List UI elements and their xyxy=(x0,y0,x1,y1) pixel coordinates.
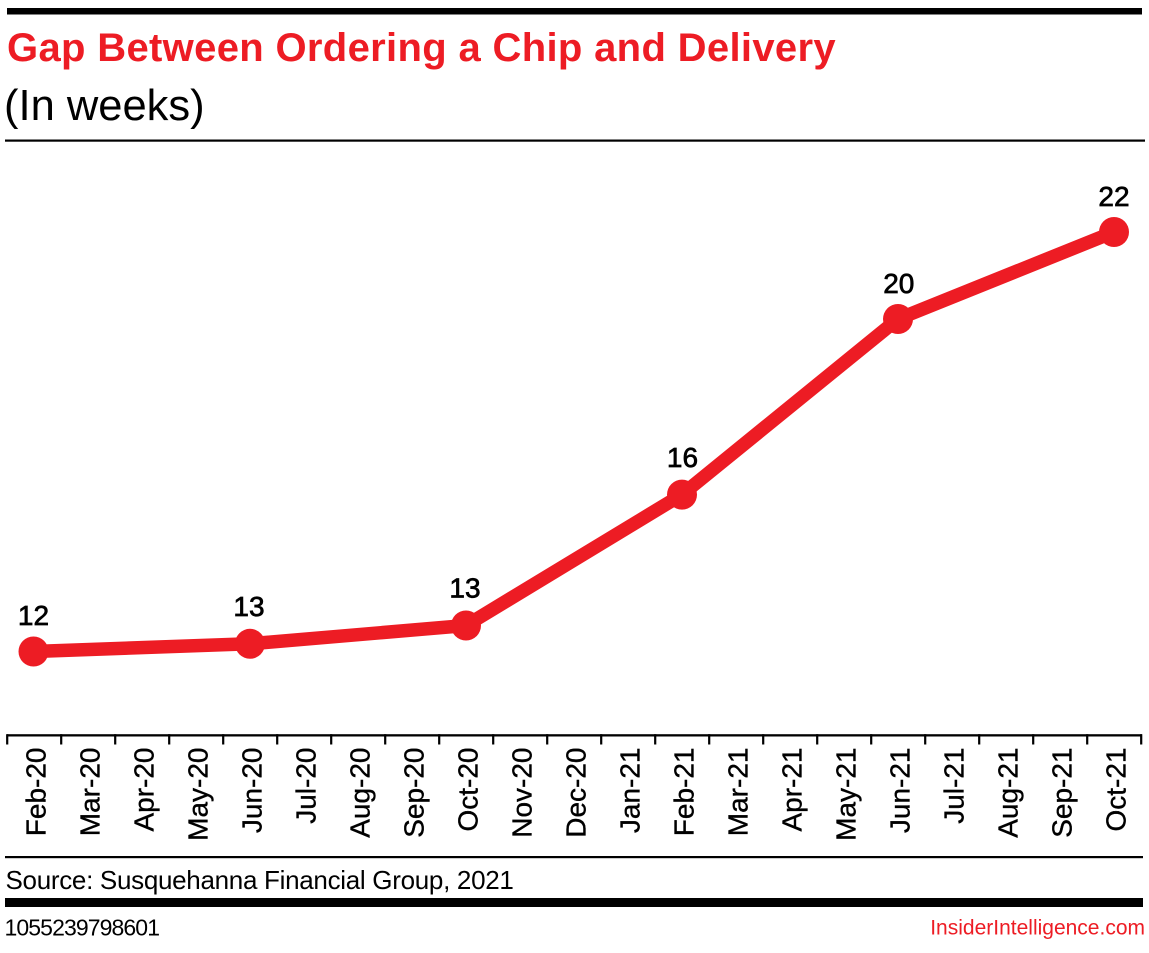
svg-text:Jan-21: Jan-21 xyxy=(614,748,645,834)
svg-text:Oct-20: Oct-20 xyxy=(452,748,483,832)
svg-text:(In weeks): (In weeks) xyxy=(4,82,205,130)
svg-text:13: 13 xyxy=(233,591,264,622)
svg-text:20: 20 xyxy=(883,268,914,299)
svg-text:Apr-20: Apr-20 xyxy=(128,748,159,832)
svg-text:1055239798601: 1055239798601 xyxy=(5,915,160,941)
svg-text:16: 16 xyxy=(667,442,698,473)
svg-text:Sep-21: Sep-21 xyxy=(1046,748,1077,838)
svg-text:Oct-21: Oct-21 xyxy=(1100,748,1131,832)
svg-text:May-20: May-20 xyxy=(182,748,213,841)
svg-text:Jun-21: Jun-21 xyxy=(884,748,915,834)
svg-text:Source: Susquehanna Financial: Source: Susquehanna Financial Group, 202… xyxy=(6,865,514,895)
svg-text:Feb-20: Feb-20 xyxy=(20,748,51,837)
svg-text:12: 12 xyxy=(18,600,49,631)
svg-text:Dec-20: Dec-20 xyxy=(560,748,591,838)
svg-text:Gap Between Ordering a Chip an: Gap Between Ordering a Chip and Delivery xyxy=(7,26,836,70)
svg-text:Apr-21: Apr-21 xyxy=(776,748,807,832)
svg-text:Aug-21: Aug-21 xyxy=(992,748,1023,838)
svg-text:Jul-20: Jul-20 xyxy=(290,748,321,824)
svg-text:Mar-21: Mar-21 xyxy=(722,748,753,837)
svg-text:Feb-21: Feb-21 xyxy=(668,748,699,837)
svg-text:Jun-20: Jun-20 xyxy=(236,748,267,834)
svg-text:Nov-20: Nov-20 xyxy=(506,748,537,838)
svg-text:Sep-20: Sep-20 xyxy=(398,748,429,838)
svg-text:13: 13 xyxy=(449,572,480,603)
svg-text:Jul-21: Jul-21 xyxy=(938,748,969,824)
svg-text:Aug-20: Aug-20 xyxy=(344,748,375,838)
svg-text:Mar-20: Mar-20 xyxy=(74,748,105,837)
svg-text:22: 22 xyxy=(1098,181,1129,212)
svg-text:May-21: May-21 xyxy=(830,748,861,841)
svg-text:InsiderIntelligence.com: InsiderIntelligence.com xyxy=(930,917,1145,940)
